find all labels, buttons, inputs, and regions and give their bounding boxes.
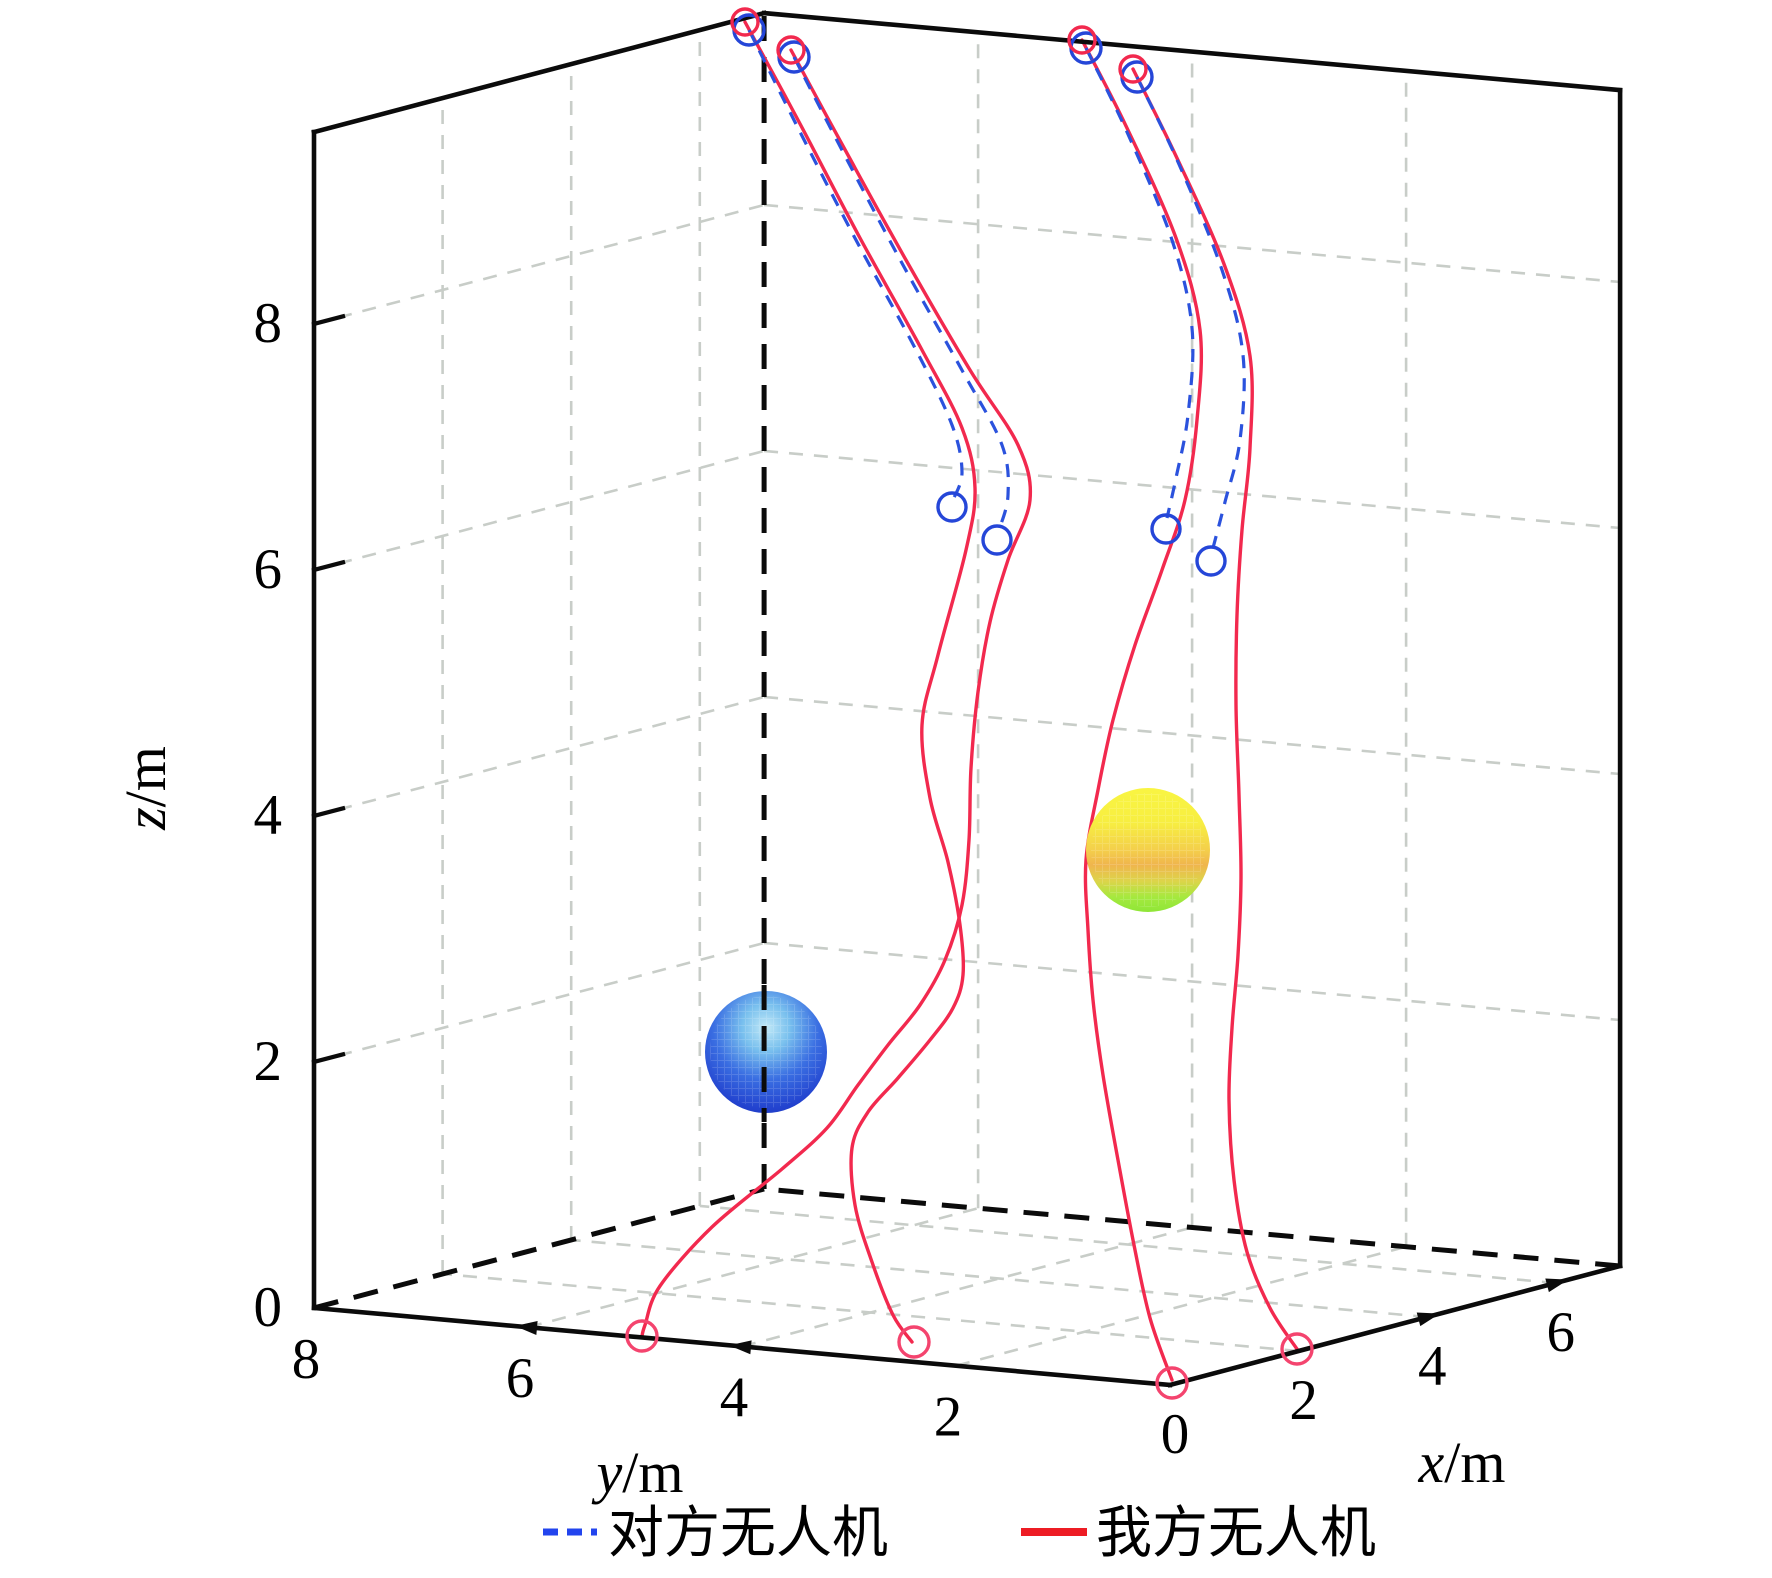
y-axis-label-unit: /m [622, 1440, 683, 1505]
trajectory-markers [625, 7, 1314, 1400]
y-axis-arrow-tick-6 [515, 1321, 538, 1335]
x-axis [1167, 1263, 1623, 1388]
x-tick-label-0: 0 [1161, 1403, 1190, 1466]
our-start-marker-1 [730, 7, 760, 37]
blue-obstacle-sphere-mesh [710, 996, 822, 1108]
z-tick-label-2: 2 [254, 1030, 283, 1093]
opponent-trajectory-3 [1084, 47, 1195, 519]
our-start-marker-4 [1118, 54, 1148, 84]
our-start-marker-3 [1067, 25, 1097, 55]
z-tick-label-4: 4 [254, 784, 283, 847]
opponent-trajectory-1 [747, 29, 964, 501]
z-axis-label-var: z [113, 807, 178, 831]
gridlines [313, 30, 1621, 1367]
our-trajectory-2 [640, 48, 1033, 1338]
our-trajectory-3 [1080, 38, 1204, 1382]
z-axis-label-unit: /m [113, 746, 178, 807]
gridline-floor-x6 [699, 1204, 1556, 1285]
z-tick-2 [311, 1051, 346, 1065]
z-tick-4 [311, 805, 346, 819]
gridline-leftwall-z4 [313, 695, 765, 818]
x-axis-arrow-tick-6 [1545, 1278, 1569, 1293]
our-end-marker-1 [625, 1319, 659, 1353]
our-trajectories [640, 20, 1299, 1382]
gridline-rightwall-z4 [763, 695, 1621, 776]
y-tick-label-2: 2 [934, 1386, 963, 1449]
our-trajectory-1 [743, 20, 977, 1344]
opponent-end-marker-2 [981, 524, 1013, 556]
z-tick-8 [311, 313, 346, 327]
legend: 对方无人机 我方无人机 [543, 1503, 1376, 1565]
x-axis-label-unit: /m [1444, 1430, 1505, 1495]
z-tick-label-6: 6 [254, 538, 283, 601]
obstacle-spheres [705, 788, 1210, 1113]
our-end-marker-3 [1155, 1366, 1189, 1400]
y-axis-label: y/m [592, 1440, 684, 1505]
box-edges [311, 10, 1623, 1388]
edge-top-right [761, 10, 1623, 93]
x-tick-label-6: 6 [1547, 1301, 1576, 1364]
opponent-end-marker-1 [936, 491, 968, 523]
gridline-rightwall-z2 [763, 941, 1621, 1022]
opponent-end-marker-4 [1195, 545, 1227, 577]
y-tick-label-6: 6 [506, 1347, 535, 1410]
opponent-trajectory-2 [792, 56, 1010, 531]
y-tick-label-8: 8 [292, 1328, 321, 1391]
z-tick-label-8: 8 [254, 292, 283, 355]
our-start-marker-2 [776, 35, 806, 65]
legend-item-our-label: 我方无人机 [1096, 1503, 1376, 1565]
edge-top-left [311, 10, 767, 135]
z-tick-label-0: 0 [254, 1276, 283, 1339]
legend-item-opponent-label: 对方无人机 [608, 1503, 888, 1565]
opponent-trajectory-4 [1135, 76, 1246, 549]
x-tick-label-4: 4 [1418, 1335, 1447, 1398]
gridline-rightwall-z6 [763, 449, 1621, 530]
gridline-floor-y6 [527, 1206, 979, 1329]
opponent-end-marker-3 [1150, 513, 1182, 545]
yellow-obstacle-sphere-mesh [1091, 793, 1205, 907]
our-end-marker-4 [1280, 1332, 1314, 1366]
gridline-rightwall-z8 [763, 203, 1621, 284]
y-axis-label-var: y [592, 1440, 623, 1505]
gridline-leftwall-z6 [313, 449, 765, 572]
gridline-floor-y4 [741, 1226, 1193, 1348]
hidden-edge-floor-right [763, 1186, 1621, 1269]
y-tick-label-4: 4 [720, 1366, 749, 1429]
y-axis-arrow-tick-4 [729, 1340, 752, 1355]
z-axis-label: z/m [113, 746, 178, 831]
x-axis-label-var: x [1418, 1430, 1445, 1495]
x-axis-arrow-tick-4 [1416, 1312, 1440, 1327]
gridline-leftwall-z8 [313, 203, 765, 326]
gridline-leftwall-z2 [313, 941, 765, 1064]
our-trajectory-4 [1131, 67, 1299, 1351]
x-axis-label: x/m [1418, 1430, 1506, 1495]
z-tick-6 [311, 559, 346, 573]
hidden-box-edges [313, 13, 1621, 1311]
x-tick-label-2: 2 [1289, 1369, 1318, 1432]
our-end-marker-2 [897, 1325, 931, 1359]
opponent-trajectories [747, 29, 1246, 549]
gridline-floor-y2 [955, 1245, 1407, 1367]
gridline-floor-x4 [571, 1238, 1428, 1319]
hidden-edge-floor-left [313, 1186, 765, 1311]
tick-labels: 0 2 4 6 8 6 4 2 0 2 4 6 8 [254, 292, 1576, 1466]
